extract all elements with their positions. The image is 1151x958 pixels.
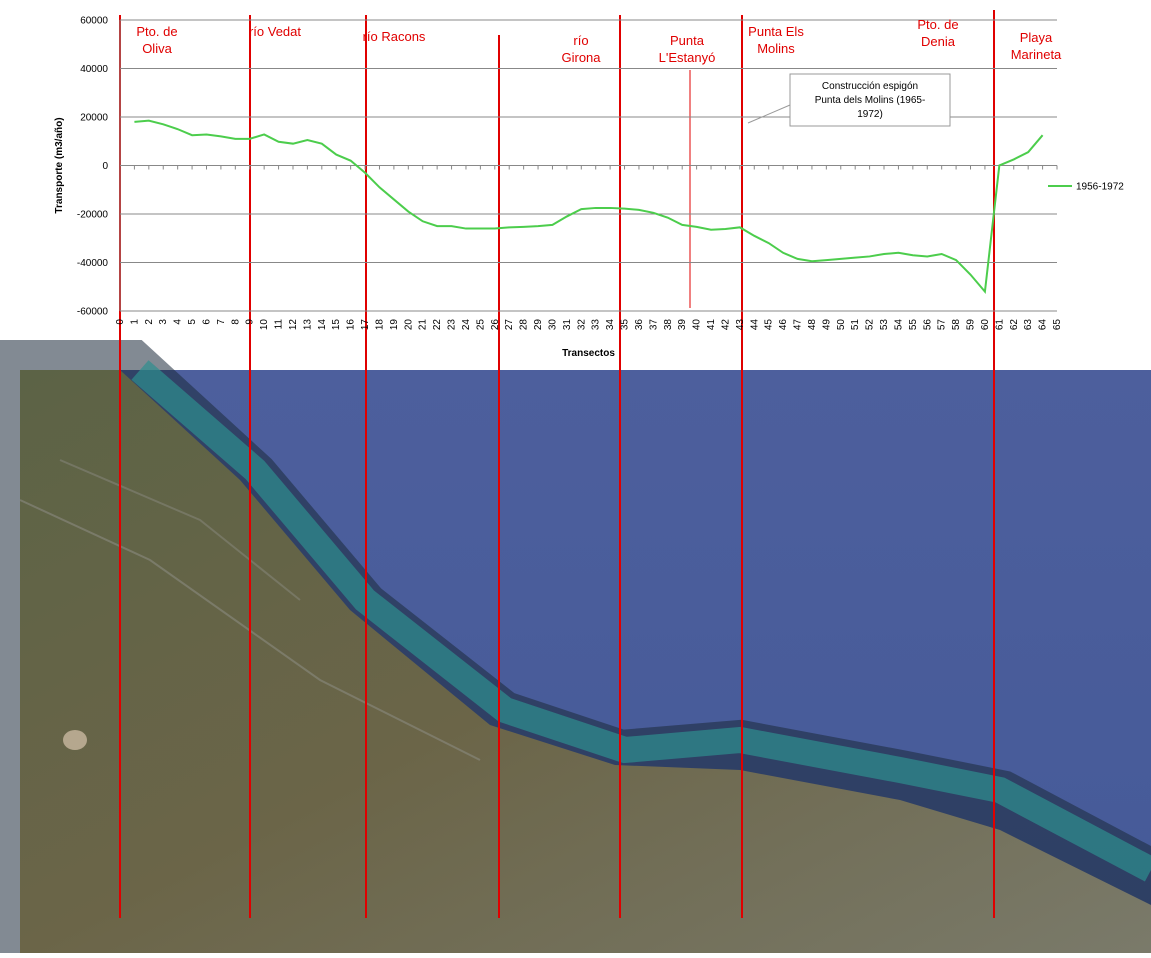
x-tick-label: 63: [1023, 319, 1034, 331]
place-label: L'Estanyó: [659, 50, 716, 65]
x-tick-label: 42: [720, 319, 731, 331]
x-tick-label: 13: [302, 319, 313, 331]
x-tick-label: 20: [403, 319, 414, 331]
place-label: Pto. de: [917, 17, 958, 32]
x-tick-label: 34: [605, 319, 616, 331]
x-tick-label: 9: [245, 319, 256, 325]
annotation-text: 1972): [857, 109, 883, 120]
y-tick-label: -40000: [77, 258, 109, 269]
x-tick-label: 33: [591, 319, 602, 331]
place-label: Punta Els: [748, 24, 804, 39]
data-line: [134, 119, 1044, 295]
x-tick-label: 62: [1009, 319, 1020, 331]
place-label: río Racons: [363, 29, 426, 44]
place-label: Pto. de: [136, 24, 177, 39]
x-tick-label: 35: [620, 319, 631, 331]
y-tick-label: 20000: [80, 113, 108, 124]
place-label: río: [573, 33, 588, 48]
x-tick-label: 5: [187, 319, 198, 325]
y-tick-label: 0: [102, 161, 108, 172]
x-tick-label: 23: [447, 319, 458, 331]
x-axis-label: Transectos: [562, 348, 615, 359]
x-tick-label: 65: [1052, 319, 1063, 331]
x-tick-label: 58: [951, 319, 962, 331]
place-label: Marineta: [1011, 47, 1062, 62]
x-tick-label: 28: [519, 319, 530, 331]
y-tick-label: -20000: [77, 210, 109, 221]
x-tick-label: 8: [230, 319, 241, 325]
satellite-image: [0, 340, 1151, 958]
x-tick-label: 50: [836, 319, 847, 331]
annotation-text: Construcción espigón: [822, 81, 918, 92]
x-tick-label: 51: [850, 319, 861, 331]
x-tick-label: 3: [158, 319, 169, 325]
place-label: Girona: [561, 50, 601, 65]
x-tick-label: 30: [547, 319, 558, 331]
x-tick-label: 57: [937, 319, 948, 331]
x-tick-label: 19: [389, 319, 400, 331]
x-tick-label: 25: [475, 319, 486, 331]
x-tick-label: 27: [504, 319, 515, 331]
x-tick-label: 38: [663, 319, 674, 331]
x-tick-label: 59: [966, 319, 977, 331]
x-tick-label: 48: [807, 319, 818, 331]
y-axis-label: Transporte (m3/año): [54, 117, 65, 213]
x-tick-label: 14: [317, 319, 328, 331]
x-tick-label: 31: [562, 319, 573, 331]
x-tick-label: 24: [461, 319, 472, 331]
place-label: Molins: [757, 41, 795, 56]
x-tick-label: 64: [1038, 319, 1049, 331]
x-tick-label: 55: [908, 319, 919, 331]
x-tick-label: 12: [288, 319, 299, 331]
place-label: Oliva: [142, 41, 172, 56]
x-tick-label: 11: [274, 319, 285, 330]
place-label: Punta: [670, 33, 705, 48]
x-tick-label: 26: [490, 319, 501, 331]
x-tick-label: 61: [994, 319, 1005, 331]
x-tick-label: 21: [418, 319, 429, 331]
x-tick-label: 39: [677, 319, 688, 331]
y-tick-label: -60000: [77, 307, 109, 318]
x-tick-label: 56: [922, 319, 933, 331]
x-tick-label: 0: [115, 319, 126, 325]
x-tick-label: 15: [331, 319, 342, 331]
annotation-text: Punta dels Molins (1965-: [815, 95, 926, 106]
x-tick-label: 22: [432, 319, 443, 331]
x-tick-label: 49: [821, 319, 832, 331]
x-tick-label: 6: [201, 319, 212, 325]
x-tick-label: 41: [706, 319, 717, 331]
x-tick-label: 54: [893, 319, 904, 331]
x-tick-label: 2: [144, 319, 155, 325]
x-tick-label: 4: [173, 319, 184, 325]
y-tick-label: 40000: [80, 64, 108, 75]
x-tick-label: 17: [360, 319, 371, 331]
x-tick-label: 46: [778, 319, 789, 331]
annotation-box: [789, 73, 951, 127]
x-tick-label: 7: [216, 319, 227, 325]
annotation-arrow: [747, 104, 791, 124]
x-tick-label: 45: [764, 319, 775, 331]
x-tick-label: 29: [533, 319, 544, 331]
place-label: río Vedat: [249, 24, 301, 39]
place-label: Playa: [1020, 30, 1053, 45]
x-tick-label: 52: [865, 319, 876, 331]
x-tick-label: 47: [793, 319, 804, 331]
x-tick-label: 32: [576, 319, 587, 331]
x-tick-label: 36: [634, 319, 645, 331]
x-tick-label: 44: [749, 319, 760, 331]
x-tick-label: 40: [692, 319, 703, 331]
place-label: Denia: [921, 34, 956, 49]
x-tick-label: 18: [374, 319, 385, 331]
x-tick-label: 10: [259, 319, 270, 331]
x-tick-label: 37: [648, 319, 659, 331]
x-tick-label: 1: [129, 319, 140, 325]
legend-label: 1956-1972: [1076, 182, 1124, 193]
x-tick-label: 16: [346, 319, 357, 331]
x-tick-label: 43: [735, 319, 746, 331]
y-tick-label: 60000: [80, 16, 108, 27]
x-tick-label: 60: [980, 319, 991, 331]
x-tick-label: 53: [879, 319, 890, 331]
